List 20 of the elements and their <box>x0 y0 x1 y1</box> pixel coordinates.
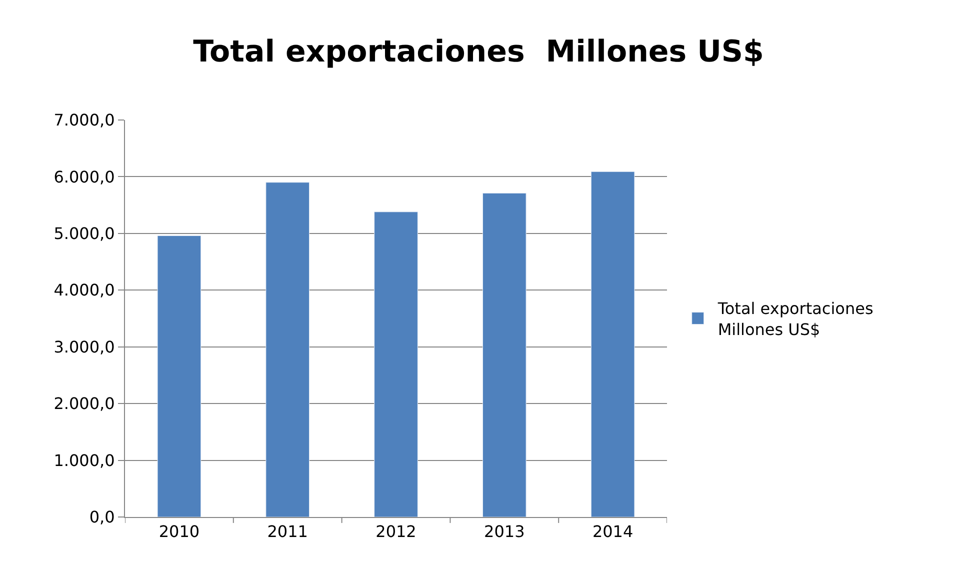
legend-label: Total exportaciones Millones US$ <box>716 299 874 339</box>
x-tick-label: 2012 <box>376 522 416 542</box>
bar <box>482 192 526 517</box>
x-tick-label: 2010 <box>158 522 200 542</box>
bar <box>157 235 202 517</box>
y-tick-label: 1.000,0 <box>54 450 115 470</box>
y-tick-label: 4.000,0 <box>54 280 115 300</box>
y-tick-label: 6.000,0 <box>54 167 115 186</box>
y-tick-label: 0,0 <box>89 508 115 527</box>
bar <box>590 171 635 517</box>
y-tick-label: 2.000,0 <box>54 394 115 414</box>
x-tick-label: 2014 <box>592 522 634 542</box>
x-tick-label: 2011 <box>267 522 308 542</box>
y-tick-label: 5.000,0 <box>54 224 115 244</box>
chart-title: Total exportaciones Millones US$ <box>193 34 764 70</box>
bar <box>266 182 310 517</box>
y-tick-label: 7.000,0 <box>54 110 115 130</box>
x-tick-label: 2013 <box>484 522 525 542</box>
y-tick-label: 3.000,0 <box>54 337 115 356</box>
bar <box>374 212 418 517</box>
